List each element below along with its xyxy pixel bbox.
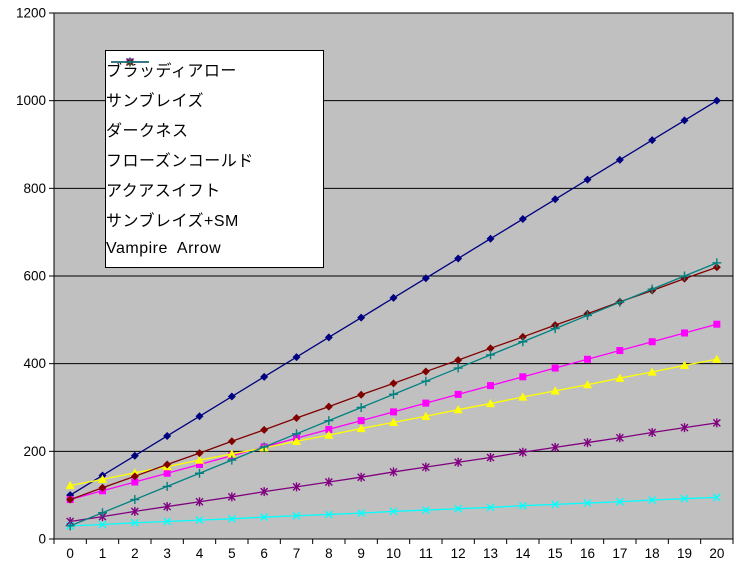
legend-label: アクアスイフト xyxy=(106,183,221,200)
x-tick-label: 10 xyxy=(386,546,401,561)
x-axis-ticks xyxy=(53,539,734,544)
y-tick-label: 0 xyxy=(38,532,46,547)
legend-label: Vampire Arrow xyxy=(106,240,222,257)
legend-label: ブラッディアロー xyxy=(106,63,237,80)
legend-label: サンブレイズ+SM xyxy=(106,213,239,230)
x-tick-label: 14 xyxy=(515,546,531,561)
x-tick-label: 6 xyxy=(260,546,268,561)
y-tick-label: 1200 xyxy=(16,6,46,21)
x-axis-labels: 0 1 2 3 4 5 6 7 8 9 10 11 12 13 14 15 16 17 18 19 20 xyxy=(66,546,724,561)
legend-item: サンブレイズ+SM xyxy=(106,58,323,234)
legend-item: フローズンコールド xyxy=(106,58,323,174)
x-tick-label: 8 xyxy=(325,546,333,561)
legend: ブラッディアロー サンブレイズ ダークネスフローズンコールド アクアスイフトサンブレイ… xyxy=(105,50,324,268)
y-tick-label: 1000 xyxy=(16,93,46,108)
x-tick-label: 2 xyxy=(131,546,139,561)
x-tick-label: 18 xyxy=(645,546,660,561)
x-tick-label: 4 xyxy=(196,546,204,561)
y-tick-label: 200 xyxy=(23,444,46,459)
x-tick-label: 15 xyxy=(548,546,563,561)
x-tick-label: 17 xyxy=(612,546,627,561)
legend-item: アクアスイフト xyxy=(106,57,323,204)
legend-item: Vampire Arrow xyxy=(106,57,323,264)
legend-plus-marker-icon xyxy=(111,57,149,67)
legend-label: サンブレイズ xyxy=(106,93,205,110)
x-tick-label: 3 xyxy=(163,546,171,561)
y-axis-labels: 0 200 400 600 800 1000 1200 xyxy=(16,6,46,547)
x-tick-label: 11 xyxy=(419,546,433,561)
y-tick-label: 400 xyxy=(23,356,46,371)
x-tick-label: 1 xyxy=(99,546,107,561)
series-0 xyxy=(66,96,721,500)
x-tick-label: 0 xyxy=(66,546,74,561)
x-tick-label: 19 xyxy=(677,546,692,561)
x-tick-label: 16 xyxy=(580,546,595,561)
y-tick-label: 800 xyxy=(23,181,46,196)
x-tick-label: 20 xyxy=(709,546,724,561)
x-tick-label: 9 xyxy=(357,546,365,561)
y-tick-label: 600 xyxy=(23,269,46,284)
x-tick-label: 5 xyxy=(228,546,236,561)
x-tick-label: 13 xyxy=(483,546,498,561)
series-4 xyxy=(66,418,721,526)
x-tick-label: 7 xyxy=(293,546,301,561)
series-6 xyxy=(65,258,722,531)
x-tick-label: 12 xyxy=(451,546,466,561)
series-3 xyxy=(66,493,721,530)
legend-label: ダークネス xyxy=(106,123,189,140)
legend-item: ダークネス xyxy=(106,57,323,144)
legend-item: サンブレイズ xyxy=(106,58,323,114)
legend-label: フローズンコールド xyxy=(106,153,254,170)
